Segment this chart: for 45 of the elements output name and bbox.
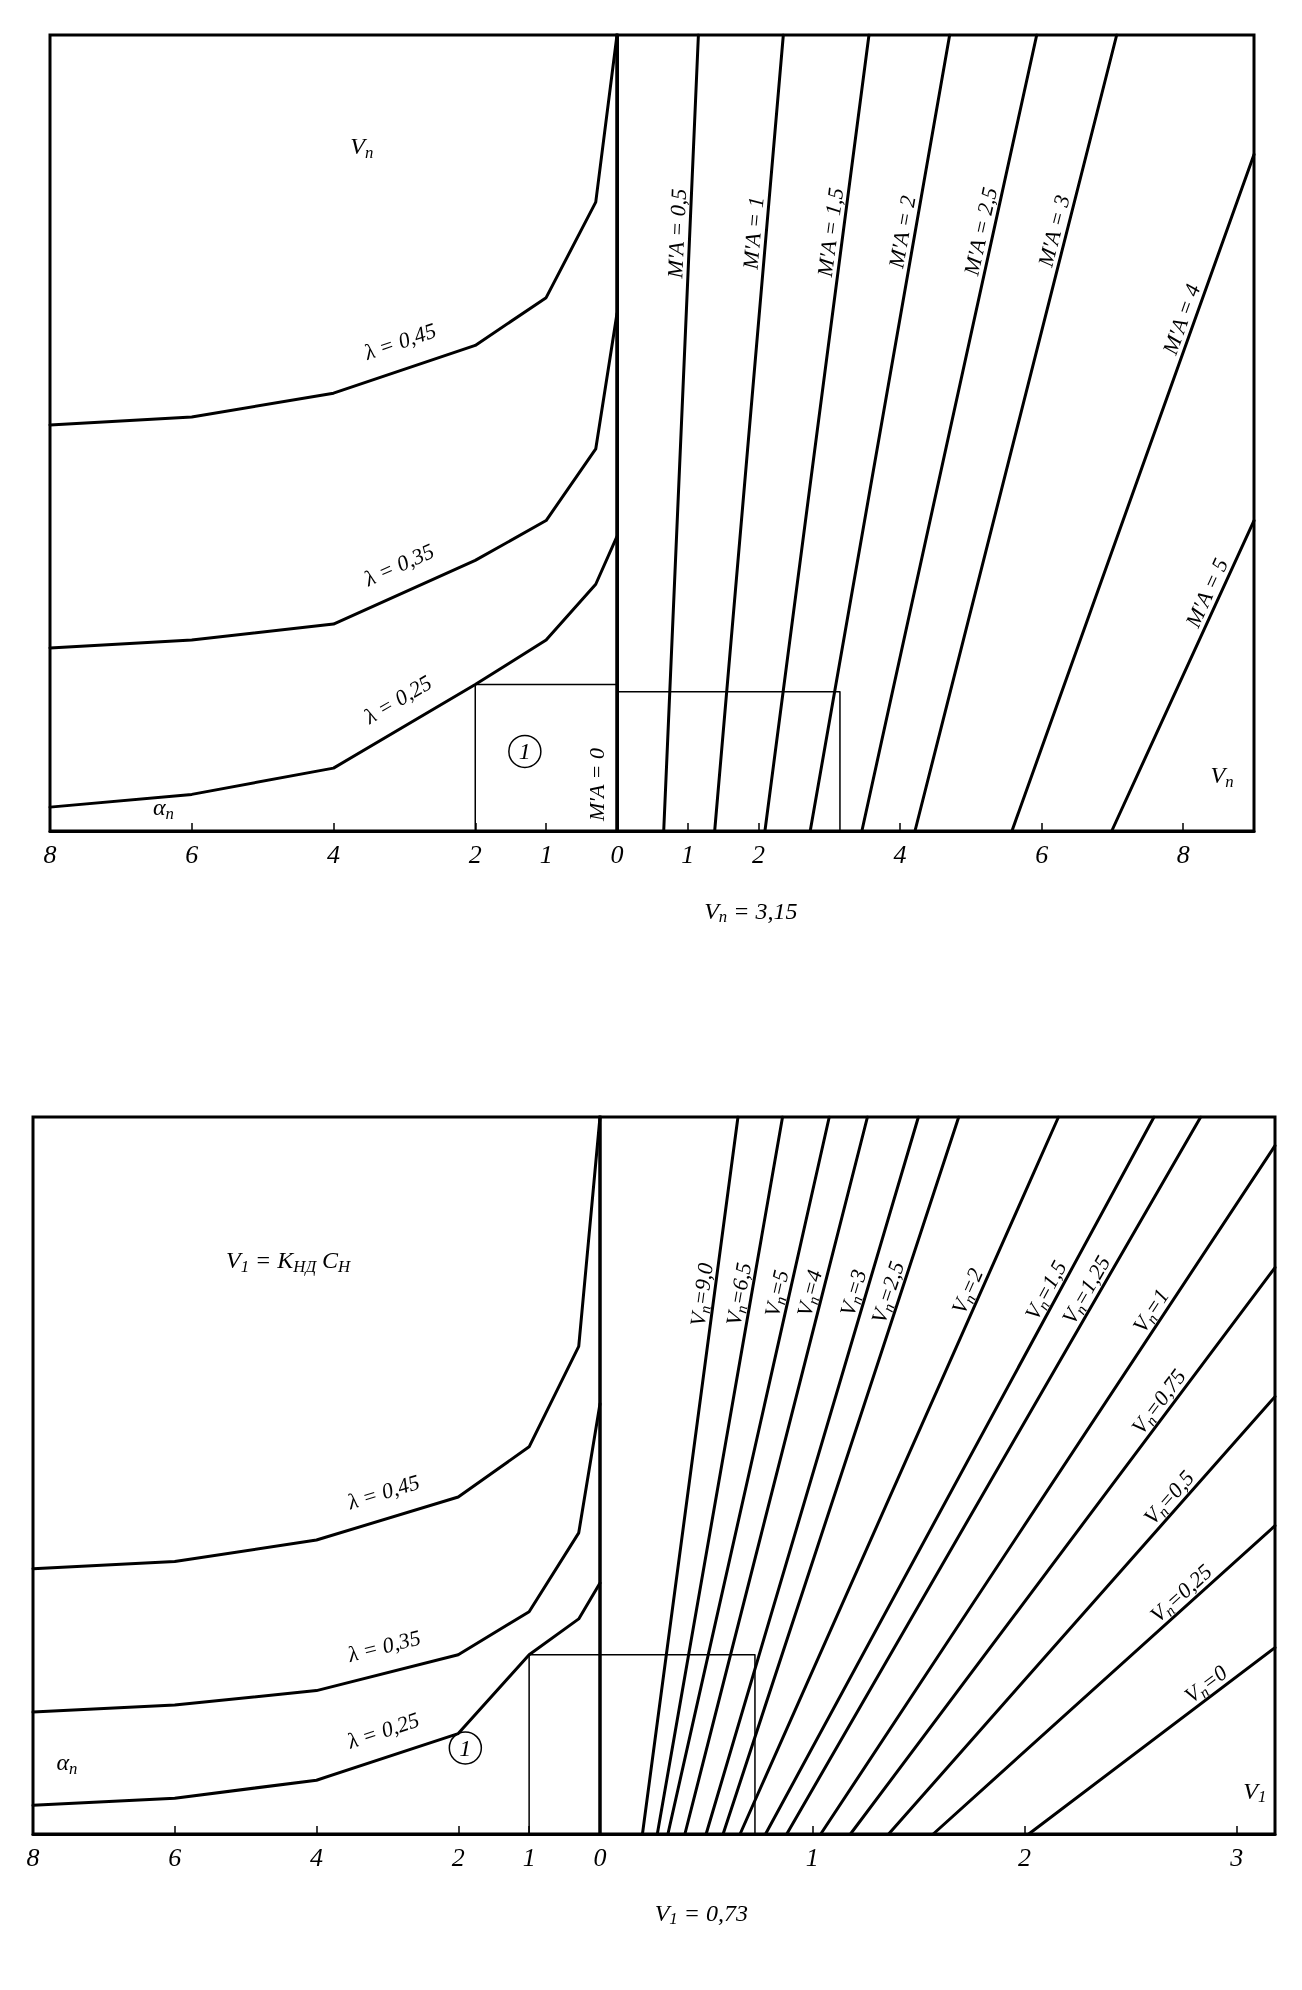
- text: Vп=4: [791, 1267, 828, 1319]
- x-tick-label: 8: [1176, 839, 1190, 869]
- text: Vп=1: [1127, 1284, 1174, 1338]
- text: Vп=0,5: [1138, 1465, 1200, 1530]
- text: M'A = 3: [1032, 192, 1075, 271]
- text: Vп=0: [1179, 1659, 1232, 1708]
- x-tick-label: 6: [185, 839, 199, 869]
- x-tick-label: 2: [1018, 1842, 1032, 1872]
- x-tick-label: 8: [26, 1842, 40, 1872]
- x-tick-label: 6: [168, 1842, 182, 1872]
- text: M'A = 0,5: [662, 188, 692, 280]
- text: λ = 0,45: [343, 1469, 423, 1515]
- text: Vп=9,0: [684, 1261, 718, 1328]
- x-tick-label: 4: [893, 839, 907, 869]
- text: M'A = 1: [737, 195, 769, 272]
- text: λ = 0,35: [359, 537, 438, 592]
- text: M'A = 1,5: [811, 186, 849, 280]
- x-tick-label: 3: [1229, 1842, 1244, 1872]
- x-tick-label: 6: [1035, 839, 1049, 869]
- text: M'A = 2,5: [958, 184, 1003, 279]
- text: M'A = 2: [883, 193, 921, 271]
- x-tick-label: 2: [468, 839, 482, 869]
- text: M'A = 4: [1156, 280, 1206, 359]
- text: λ = 0,25: [343, 1706, 423, 1754]
- x-tick-label: 1: [539, 839, 553, 869]
- annotation: 1: [518, 738, 531, 765]
- x-tick-label: 2: [451, 1842, 465, 1872]
- x-tick-label: 1: [681, 839, 695, 869]
- text: Vп=5: [758, 1267, 794, 1320]
- ref-line-label: M'A = 0: [583, 748, 609, 822]
- annotation: 1: [459, 1734, 472, 1761]
- text: λ = 0,25: [358, 669, 436, 730]
- x-tick-label: 0: [593, 1842, 607, 1872]
- x-tick-label: 1: [522, 1842, 536, 1872]
- x-tick-label: 4: [327, 839, 340, 869]
- text: M'A = 5: [1179, 554, 1234, 633]
- text: Vп=6,5: [720, 1260, 757, 1328]
- x-tick-label: 2: [752, 839, 766, 869]
- text: λ = 0,45: [360, 317, 440, 366]
- text: Vп=2: [946, 1264, 988, 1318]
- x-tick-label: 1: [805, 1842, 819, 1872]
- x-tick-label: 8: [43, 839, 57, 869]
- x-tick-label: 4: [310, 1842, 323, 1872]
- x-tick-label: 0: [610, 839, 624, 869]
- text: λ = 0,35: [344, 1624, 424, 1668]
